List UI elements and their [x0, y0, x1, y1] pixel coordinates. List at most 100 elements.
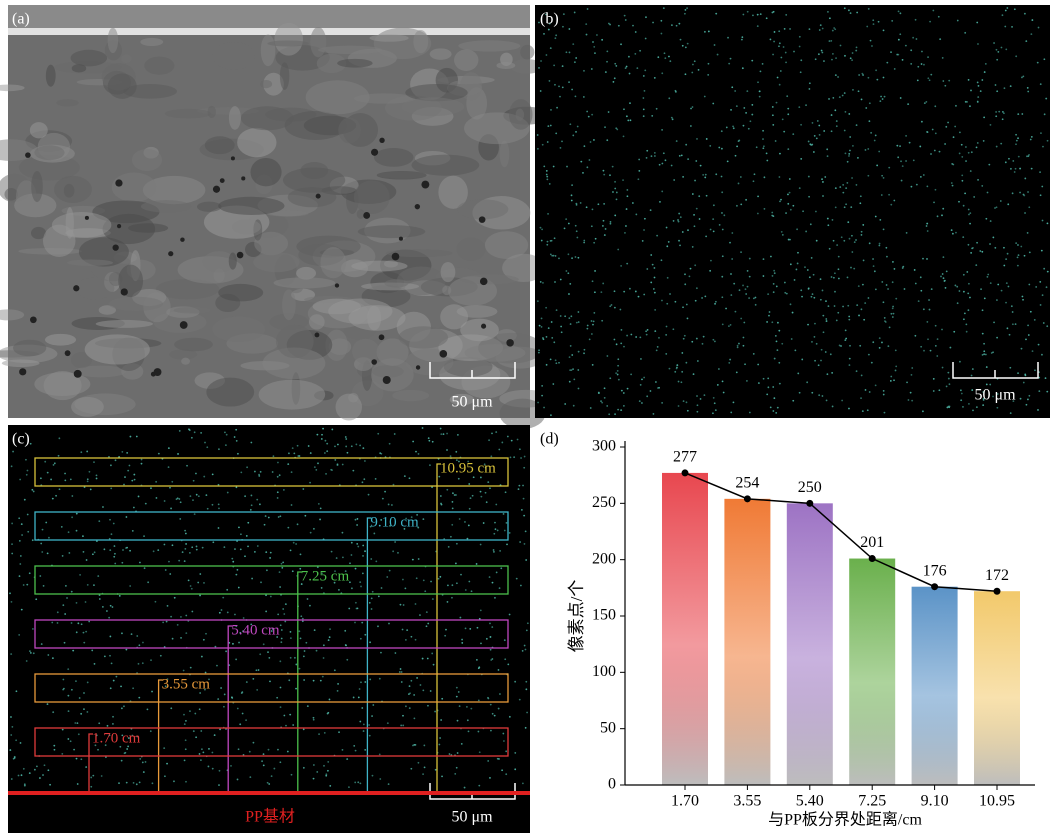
- eds-dot: [20, 742, 22, 744]
- eds-dot: [990, 220, 992, 222]
- eds-dot: [618, 379, 620, 381]
- eds-dot: [982, 354, 984, 356]
- eds-dot: [696, 411, 698, 413]
- eds-dot: [831, 130, 833, 132]
- eds-dot: [452, 508, 454, 510]
- eds-dot: [883, 228, 885, 230]
- eds-dot: [831, 59, 833, 61]
- eds-dot: [112, 723, 114, 725]
- eds-dot: [10, 653, 12, 655]
- eds-dot: [518, 488, 520, 490]
- eds-dot: [953, 331, 955, 333]
- eds-dot: [949, 347, 951, 349]
- eds-dot: [694, 225, 696, 227]
- eds-dot: [558, 85, 560, 87]
- eds-dot: [497, 530, 499, 532]
- eds-dot: [569, 356, 571, 358]
- eds-dot: [325, 773, 327, 775]
- eds-dot: [677, 219, 679, 221]
- sem-texture: [30, 122, 48, 138]
- eds-dot: [562, 26, 564, 28]
- eds-dot: [242, 713, 244, 715]
- eds-dot: [162, 621, 164, 623]
- eds-dot: [591, 320, 593, 322]
- eds-dot: [203, 582, 205, 584]
- eds-dot: [406, 629, 408, 631]
- eds-dot: [1008, 286, 1010, 288]
- eds-dot: [371, 597, 373, 599]
- sem-pore: [121, 288, 128, 295]
- eds-dot: [910, 392, 912, 394]
- eds-dot: [626, 115, 628, 117]
- eds-dot: [839, 96, 841, 98]
- eds-dot: [884, 320, 886, 322]
- eds-dot: [608, 413, 610, 415]
- eds-dot: [888, 194, 890, 196]
- eds-dot: [849, 136, 851, 138]
- eds-dot: [503, 740, 505, 742]
- eds-dot: [738, 140, 740, 142]
- eds-dot: [927, 230, 929, 232]
- eds-dot: [189, 710, 191, 712]
- eds-dot: [72, 650, 74, 652]
- eds-dot: [676, 364, 678, 366]
- eds-dot: [998, 111, 1000, 113]
- eds-dot: [357, 518, 359, 520]
- eds-dot: [129, 465, 131, 467]
- eds-dot: [394, 433, 396, 435]
- eds-dot: [681, 371, 683, 373]
- eds-dot: [404, 475, 406, 477]
- eds-dot: [336, 557, 338, 559]
- eds-dot: [191, 588, 193, 590]
- eds-dot: [465, 589, 467, 591]
- eds-dot: [1039, 171, 1041, 173]
- eds-dot: [501, 442, 503, 444]
- eds-dot: [832, 406, 834, 408]
- value-label: 172: [985, 567, 1009, 584]
- eds-dot: [131, 633, 133, 635]
- eds-dot: [415, 451, 417, 453]
- eds-dot: [507, 663, 509, 665]
- eds-dot: [1011, 305, 1013, 307]
- eds-dot: [927, 131, 929, 133]
- eds-dot: [546, 178, 548, 180]
- eds-dot: [359, 445, 361, 447]
- eds-dot: [329, 628, 331, 630]
- eds-dot: [379, 778, 381, 780]
- eds-dot: [978, 85, 980, 87]
- eds-dot: [329, 636, 331, 638]
- eds-dot: [614, 339, 616, 341]
- eds-dot: [435, 769, 437, 771]
- eds-dot: [541, 385, 543, 387]
- eds-dot: [835, 57, 837, 59]
- eds-dot: [807, 269, 809, 271]
- eds-dot: [287, 527, 289, 529]
- eds-dot: [237, 779, 239, 781]
- sem-texture: [229, 106, 241, 130]
- eds-dot: [527, 622, 529, 624]
- eds-dot: [345, 446, 347, 448]
- eds-dot: [650, 254, 652, 256]
- value-label: 277: [673, 449, 697, 466]
- eds-dot: [124, 476, 126, 478]
- eds-dot: [775, 412, 777, 414]
- eds-dot: [694, 180, 696, 182]
- eds-dot: [883, 301, 885, 303]
- eds-dot: [872, 341, 874, 343]
- sem-texture: [377, 171, 427, 179]
- eds-dot: [664, 57, 666, 59]
- eds-dot: [342, 556, 344, 558]
- eds-dot: [185, 533, 187, 535]
- eds-dot: [1034, 369, 1036, 371]
- eds-dot: [573, 405, 575, 407]
- eds-dot: [378, 595, 380, 597]
- eds-dot: [704, 295, 706, 297]
- eds-dot: [489, 576, 491, 578]
- eds-dot: [748, 128, 750, 130]
- eds-dot: [519, 699, 521, 701]
- eds-dot: [441, 775, 443, 777]
- eds-dot: [830, 40, 832, 42]
- eds-dot: [778, 330, 780, 332]
- eds-dot: [477, 627, 479, 629]
- eds-dot: [823, 60, 825, 62]
